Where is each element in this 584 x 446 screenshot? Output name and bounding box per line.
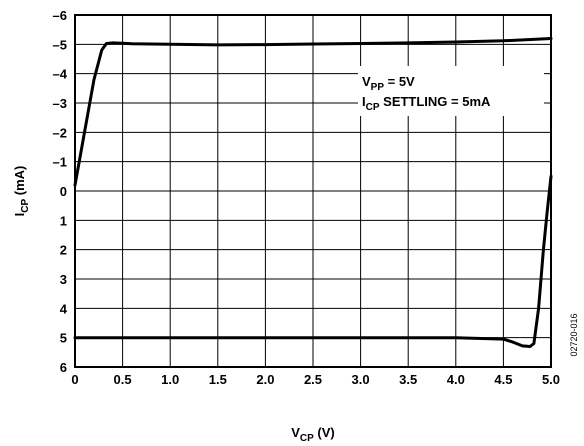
y-tick-label: –3	[53, 96, 67, 111]
x-tick-label: 0	[71, 372, 78, 387]
y-tick-label: 2	[60, 243, 67, 258]
y-tick-labels: –6 –5 –4 –3 –2 –1 0 1 2 3 4 5 6	[53, 8, 68, 375]
x-tick-label: 0.5	[114, 372, 132, 387]
y-tick-label: 1	[60, 213, 67, 228]
y-tick-label: 3	[60, 272, 67, 287]
y-tick-label: 4	[60, 301, 68, 316]
annotation-vpp: VPP = 5V	[362, 74, 415, 93]
x-tick-label: 4.0	[447, 372, 465, 387]
x-tick-label: 4.5	[494, 372, 512, 387]
y-tick-label: 6	[60, 360, 67, 375]
series-line-1	[73, 37, 553, 187]
x-tick-label: 5.0	[542, 372, 560, 387]
y-tick-label: –5	[53, 37, 67, 52]
x-tick-label: 1.5	[209, 372, 227, 387]
x-tick-labels: 0 0.5 1.0 1.5 2.0 2.5 3.0 3.5 4.0 4.5 5.0	[71, 372, 560, 387]
x-tick-label: 3.0	[352, 372, 370, 387]
y-tick-label: –6	[53, 8, 67, 23]
y-tick-label: –1	[53, 155, 67, 170]
data-series	[73, 37, 553, 348]
plot-frame	[74, 14, 552, 368]
x-tick-label: 3.5	[399, 372, 417, 387]
y-tick-label: 5	[60, 331, 67, 346]
series-line-2	[73, 174, 553, 348]
annotation-background	[358, 66, 544, 116]
annotation-icp-settling: ICP SETTLING = 5mA	[362, 94, 491, 113]
x-tick-label: 2.5	[304, 372, 322, 387]
y-axis-label: ICP (mA)	[12, 166, 31, 217]
figure-id: 02720-016	[569, 313, 579, 356]
x-tick-label: 2.0	[256, 372, 274, 387]
y-tick-label: –2	[53, 125, 67, 140]
x-tick-label: 1.0	[161, 372, 179, 387]
y-tick-label: 0	[60, 184, 67, 199]
y-tick-label: –4	[53, 67, 68, 82]
x-axis-label: VCP (V)	[291, 425, 335, 444]
